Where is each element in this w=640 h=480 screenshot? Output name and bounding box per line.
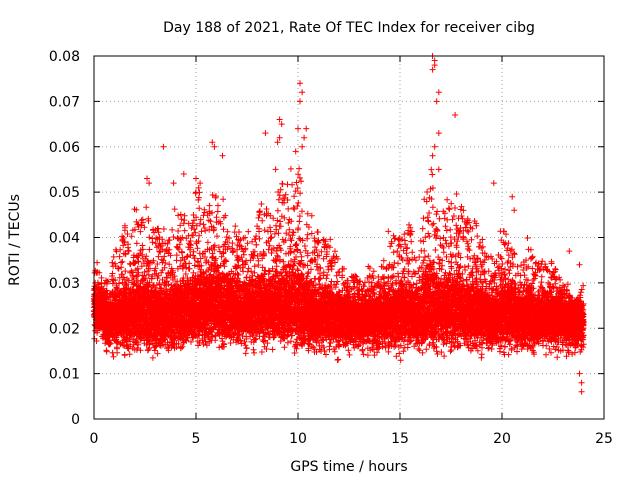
- y-tick-label: 0.01: [49, 367, 80, 383]
- roti-series-points: [90, 53, 587, 395]
- axis-ticks: 0 5 10 15 20 25 0 0.01 0.02 0.03 0.04 0.05 0.06 0.07 0…: [49, 49, 613, 447]
- y-tick-label: 0.03: [49, 276, 80, 292]
- chart-title: Day 188 of 2021, Rate Of TEC Index for r…: [163, 20, 535, 36]
- y-tick-label: 0.05: [49, 185, 80, 201]
- y-tick-label: 0: [71, 412, 80, 428]
- data-points: [90, 53, 587, 395]
- y-tick-label: 0.07: [49, 94, 80, 110]
- y-tick-label: 0.04: [49, 231, 80, 247]
- plot-frame: [93, 55, 605, 420]
- x-tick-label: 10: [289, 431, 307, 447]
- x-axis-label: GPS time / hours: [290, 459, 407, 475]
- y-axis-label: ROTI / TECUs: [7, 194, 23, 286]
- y-tick-label: 0.02: [49, 321, 80, 337]
- x-tick-label: 20: [493, 431, 511, 447]
- y-tick-label: 0.08: [49, 49, 80, 65]
- x-tick-label: 25: [595, 431, 613, 447]
- x-tick-label: 0: [90, 431, 99, 447]
- x-tick-label: 15: [391, 431, 409, 447]
- y-tick-label: 0.06: [49, 140, 80, 156]
- x-tick-label: 5: [192, 431, 201, 447]
